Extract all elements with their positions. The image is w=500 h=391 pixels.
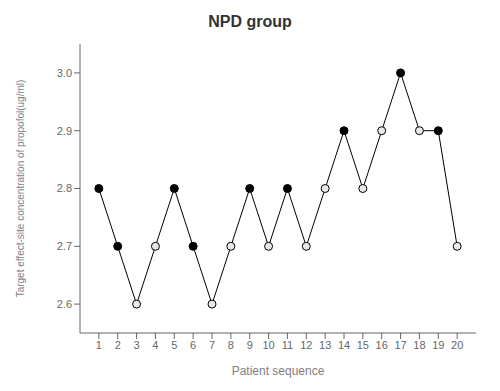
svg-text:Patient sequence: Patient sequence	[232, 364, 325, 378]
svg-text:3: 3	[134, 339, 140, 351]
svg-text:15: 15	[357, 339, 369, 351]
svg-text:5: 5	[171, 339, 177, 351]
svg-text:11: 11	[282, 339, 293, 351]
svg-text:2.9: 2.9	[57, 125, 72, 137]
svg-text:16: 16	[376, 339, 388, 351]
svg-text:3.0: 3.0	[57, 67, 72, 79]
svg-text:7: 7	[209, 339, 215, 351]
svg-text:18: 18	[413, 339, 425, 351]
svg-text:1: 1	[96, 339, 102, 351]
svg-text:2.6: 2.6	[57, 298, 72, 310]
svg-text:17: 17	[394, 339, 406, 351]
html-text:NPD group: NPD group	[208, 13, 292, 30]
svg-text:2.8: 2.8	[57, 182, 72, 194]
svg-text:4: 4	[152, 339, 158, 351]
svg-text:6: 6	[190, 339, 196, 351]
svg-text:Target effect-site concentrati: Target effect-site concentration of prop…	[15, 80, 26, 298]
svg-text:8: 8	[228, 339, 234, 351]
svg-text:19: 19	[432, 339, 444, 351]
svg-text:20: 20	[451, 339, 463, 351]
svg-text:13: 13	[319, 339, 331, 351]
svg-text:2.7: 2.7	[57, 240, 72, 252]
svg-text:12: 12	[300, 339, 312, 351]
svg-text:9: 9	[247, 339, 253, 351]
svg-text:2: 2	[115, 339, 121, 351]
svg-text:10: 10	[262, 339, 274, 351]
svg-text:14: 14	[338, 339, 350, 351]
